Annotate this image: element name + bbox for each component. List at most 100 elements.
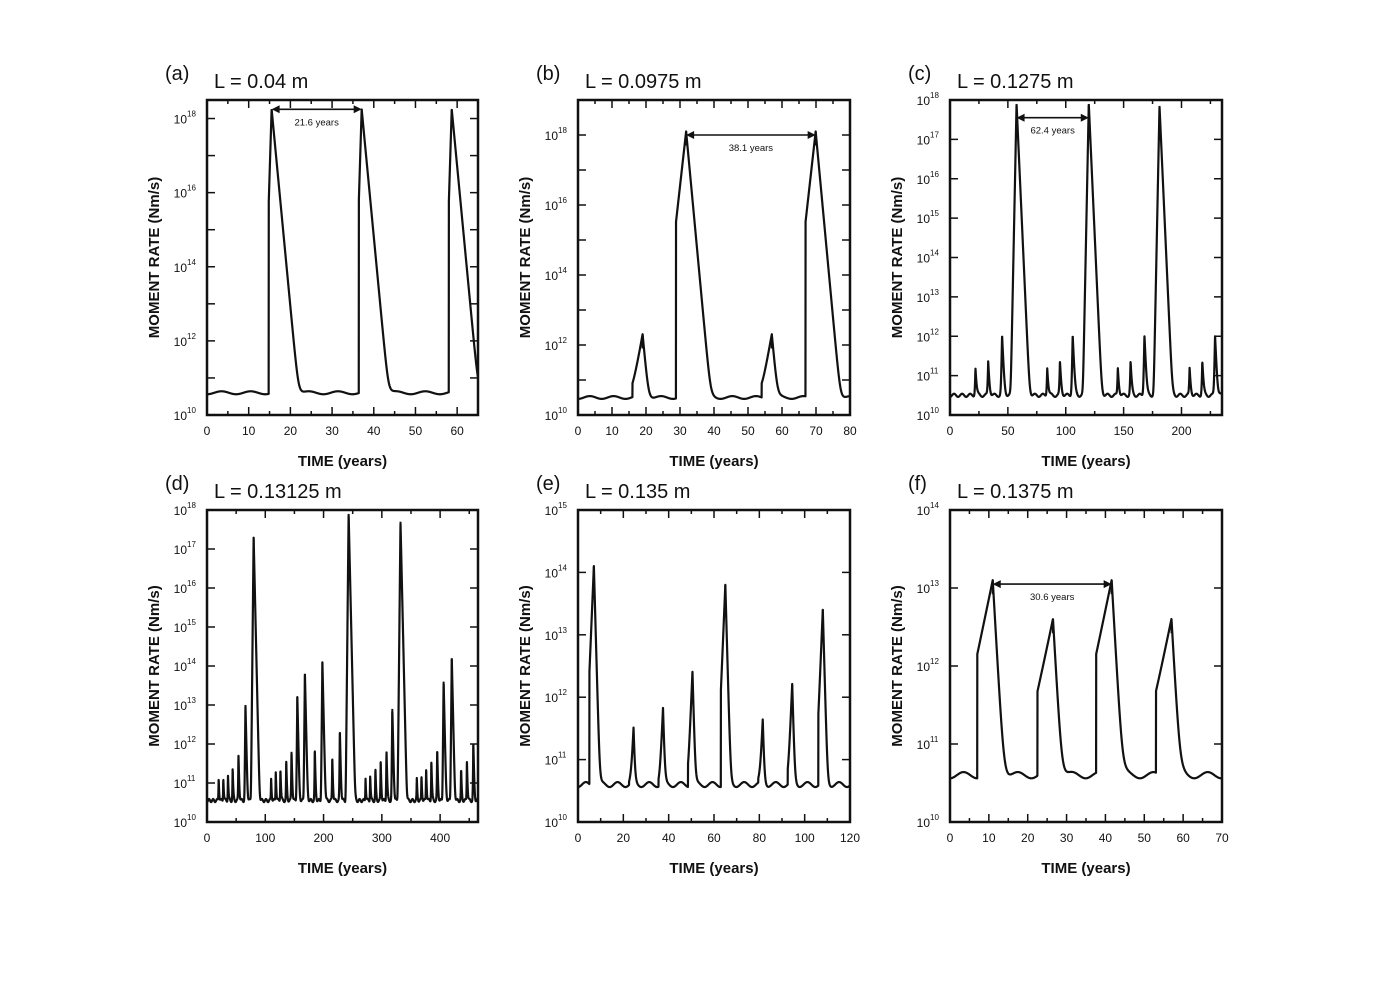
x-tick-label: 200 [1171,424,1191,438]
y-tick-label: 10 [917,173,931,187]
x-tick-label: 20 [284,424,298,438]
x-tick-label: 10 [982,831,996,845]
y-tick-exponent: 11 [930,367,939,376]
panel-c: (c) L = 0.1275 m MOMENT RATE (Nm/s) TIME (y… [889,63,1224,470]
series-line [577,565,851,789]
panel-title: L = 0.04 m [214,71,308,93]
x-tick-label: 40 [367,424,381,438]
x-tick-label: 40 [1099,831,1113,845]
y-tick-exponent: 11 [187,774,196,783]
panel-title: L = 0.1375 m [957,481,1074,503]
interval-arrow-right [807,131,816,139]
plot-frame [576,98,852,417]
y-tick-label: 10 [917,370,931,384]
y-tick-exponent: 13 [930,288,939,297]
x-axis-label: TIME (years) [1041,860,1130,877]
interval-annotation: 62.4 years [1016,113,1089,137]
x-tick-label: 50 [409,424,423,438]
y-tick-exponent: 11 [558,751,567,760]
y-tick-exponent: 17 [187,540,196,549]
panel-label: (e) [536,473,560,495]
interval-label: 62.4 years [1030,126,1075,137]
y-tick-label: 10 [917,504,931,518]
y-tick-label: 10 [917,816,931,830]
y-tick-exponent: 12 [187,735,196,744]
panel-e: (e) L = 0.135 m MOMENT RATE (Nm/s) TIME (ye… [517,473,860,877]
x-tick-label: 400 [430,831,450,845]
x-axis-label: TIME (years) [298,453,387,470]
interval-annotation: 21.6 years [271,105,362,128]
x-axis-label: TIME (years) [669,453,758,470]
y-tick-exponent: 10 [558,813,567,822]
x-tick-label: 30 [325,424,339,438]
x-axis-label: TIME (years) [1041,453,1130,470]
y-tick-exponent: 18 [558,126,567,135]
interval-label: 21.6 years [294,117,339,128]
y-tick-exponent: 12 [558,336,567,345]
y-tick-exponent: 15 [187,618,196,627]
y-tick-label: 10 [917,582,931,596]
plot-frame [205,98,480,417]
y-tick-exponent: 10 [187,813,196,822]
interval-arrow-right [353,105,362,114]
y-axis-label: MOMENT RATE (Nm/s) [889,177,906,338]
y-tick-exponent: 14 [558,266,567,275]
panel-label: (f) [908,473,927,495]
y-tick-label: 10 [545,691,559,705]
x-tick-label: 80 [843,424,857,438]
series-line [206,108,480,396]
y-tick-exponent: 12 [558,688,567,697]
series-line [949,579,1223,780]
x-tick-label: 0 [204,424,211,438]
x-tick-label: 60 [775,424,789,438]
y-axis-label: MOMENT RATE (Nm/s) [146,177,163,338]
x-tick-label: 30 [673,424,687,438]
x-tick-label: 120 [840,831,860,845]
x-tick-label: 150 [1114,424,1134,438]
x-tick-label: 0 [947,831,954,845]
x-axis-label: TIME (years) [298,860,387,877]
x-tick-label: 20 [617,831,631,845]
y-tick-label: 10 [917,660,931,674]
y-tick-label: 10 [174,543,188,557]
y-tick-exponent: 13 [930,579,939,588]
y-tick-label: 10 [174,187,188,201]
x-tick-label: 20 [1021,831,1035,845]
y-tick-exponent: 18 [930,91,939,100]
y-tick-exponent: 14 [187,657,196,666]
y-tick-label: 10 [545,269,559,283]
x-tick-label: 40 [707,424,721,438]
y-tick-label: 10 [174,113,188,127]
series-line [949,104,1223,398]
y-tick-label: 10 [545,199,559,213]
interval-arrow-left [992,580,1001,589]
y-tick-exponent: 16 [930,170,939,179]
y-tick-label: 10 [917,291,931,305]
x-tick-label: 0 [947,424,954,438]
y-tick-exponent: 10 [930,406,939,415]
interval-label: 38.1 years [729,143,774,154]
y-tick-label: 10 [174,777,188,791]
y-tick-exponent: 14 [187,258,196,267]
x-tick-label: 10 [605,424,619,438]
y-tick-exponent: 10 [558,406,567,415]
y-tick-label: 10 [917,94,931,108]
interval-label: 30.6 years [1030,592,1075,603]
y-tick-exponent: 15 [558,501,567,510]
y-axis-label: MOMENT RATE (Nm/s) [517,585,534,746]
y-tick-exponent: 10 [187,406,196,415]
panel-label: (b) [536,63,560,85]
y-tick-exponent: 14 [558,563,567,572]
x-tick-label: 30 [1060,831,1074,845]
y-tick-exponent: 18 [187,501,196,510]
panel-d: (d) L = 0.13125 m MOMENT RATE (Nm/s) TIME (… [146,473,480,877]
y-tick-label: 10 [545,754,559,768]
y-tick-label: 10 [174,816,188,830]
x-tick-label: 70 [1215,831,1229,845]
y-tick-label: 10 [545,566,559,580]
x-tick-label: 0 [204,831,211,845]
panel-b: (b) L = 0.0975 m MOMENT RATE (Nm/s) TIME (y… [517,63,857,470]
y-tick-label: 10 [917,409,931,423]
y-tick-exponent: 13 [187,696,196,705]
